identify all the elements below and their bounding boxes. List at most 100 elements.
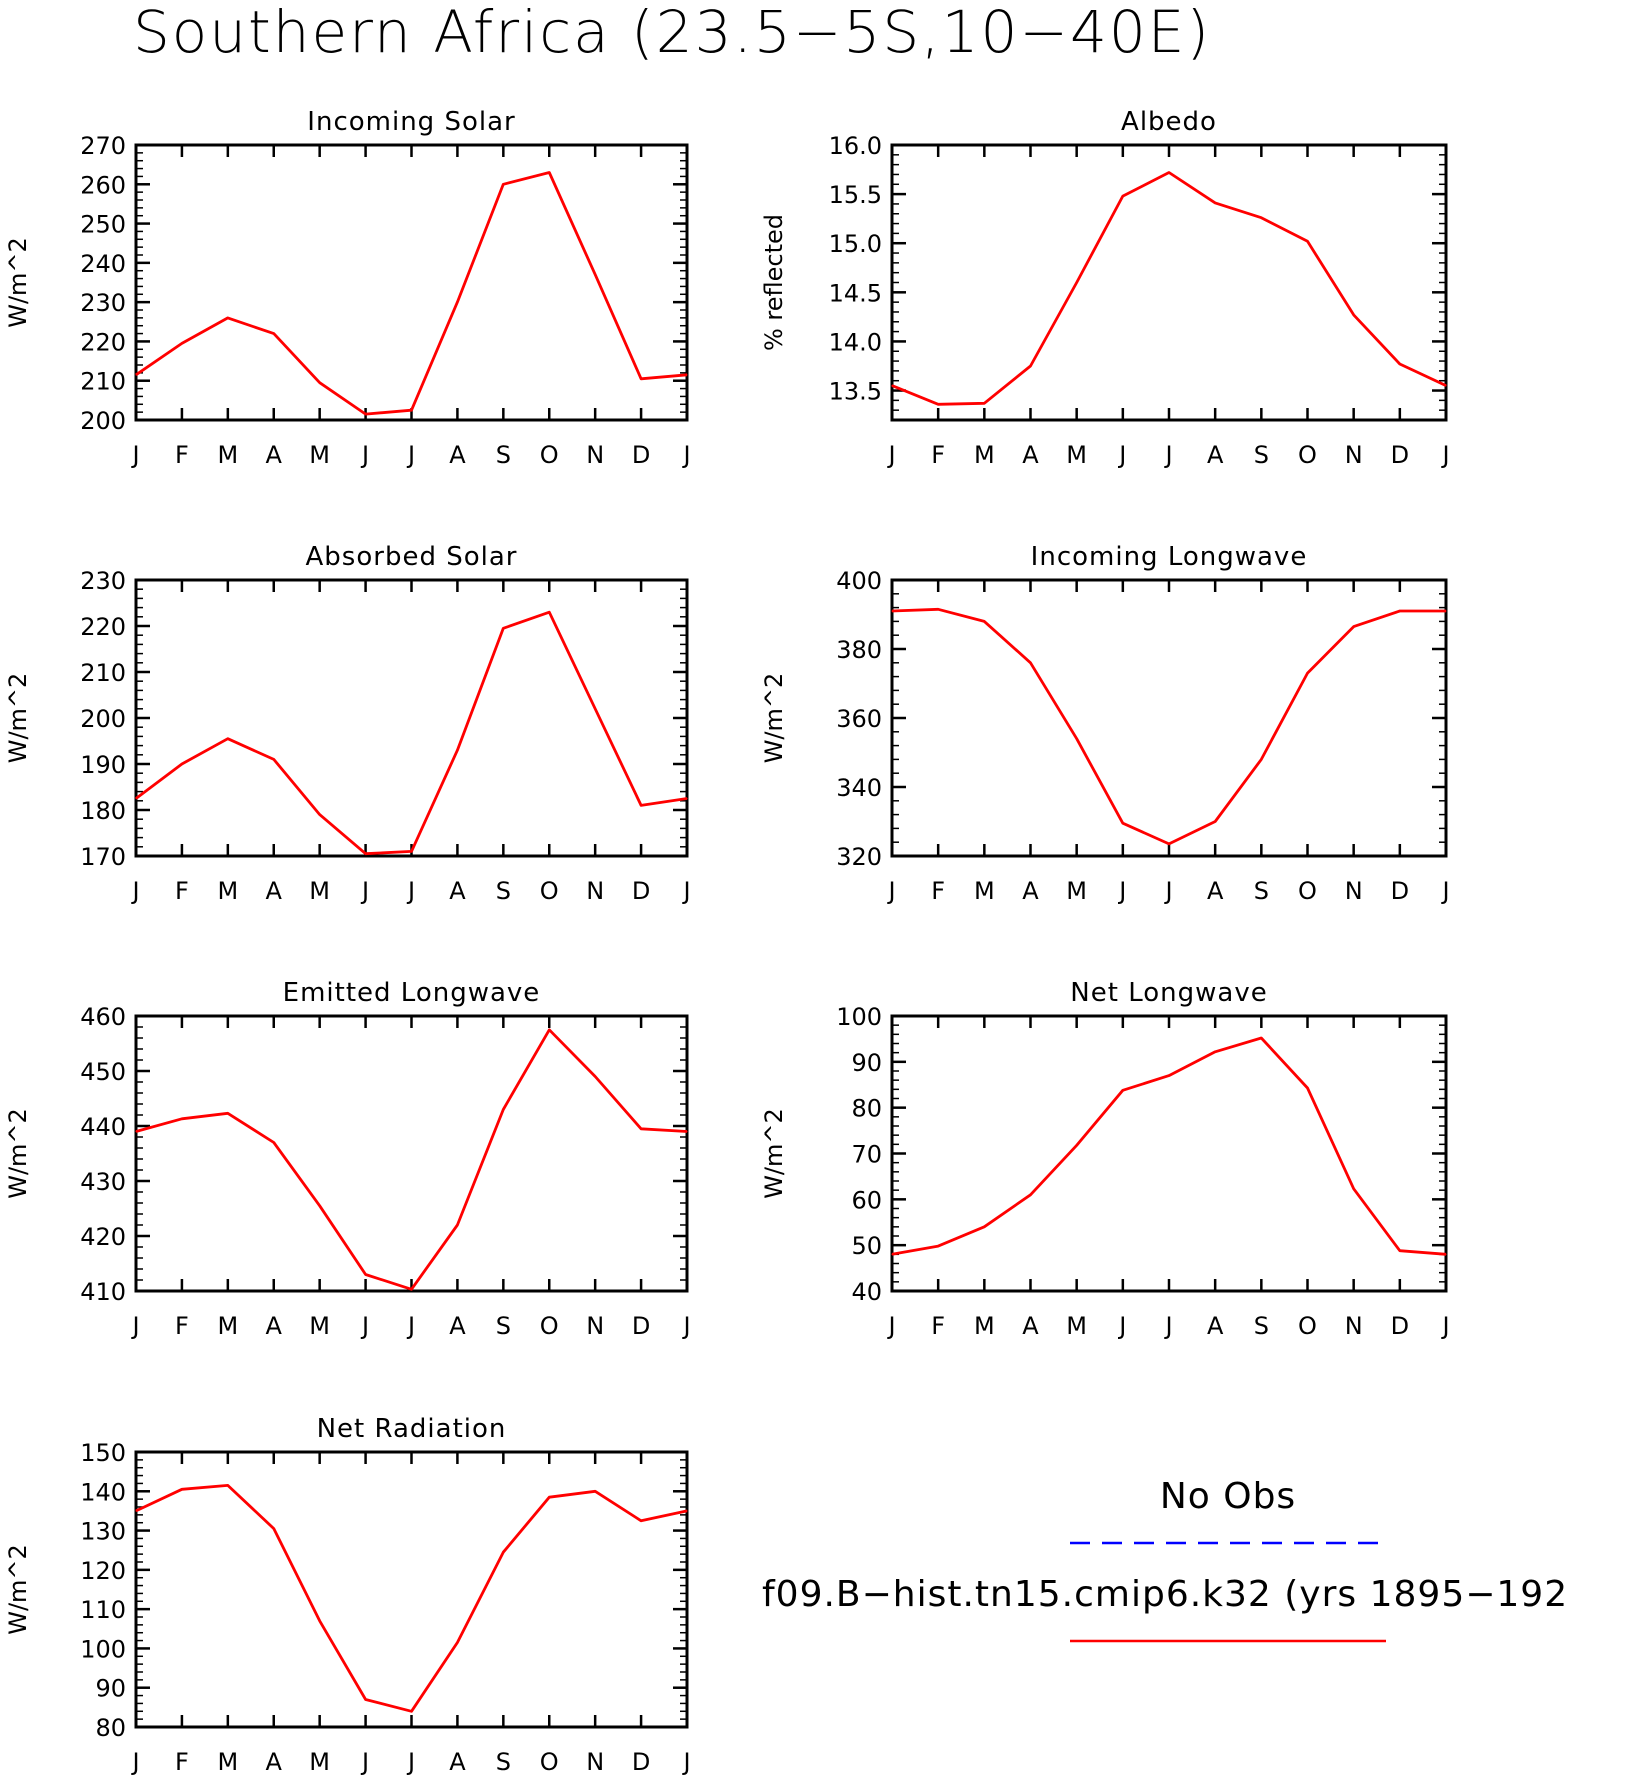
x-tick-label: J — [406, 1312, 415, 1340]
data-point — [502, 183, 504, 185]
data-point — [937, 403, 939, 405]
y-tick-label: 430 — [80, 1168, 126, 1196]
plot-frame — [134, 1014, 689, 1293]
data-point — [1445, 385, 1447, 387]
y-tick-label: 460 — [80, 1003, 126, 1031]
y-tick-label: 360 — [836, 705, 882, 733]
data-point — [181, 763, 183, 765]
x-tick-label: J — [406, 1748, 415, 1776]
data-point — [181, 342, 183, 344]
x-tick-label: A — [1207, 441, 1224, 469]
data-point — [640, 1128, 642, 1130]
y-tick-label: 240 — [80, 250, 126, 278]
x-tick-label: J — [1163, 1312, 1172, 1340]
y-axis-label: W/m^2 — [4, 237, 32, 328]
data-point — [227, 738, 229, 740]
x-tick-label: M — [309, 1312, 330, 1340]
y-tick-label: 210 — [80, 659, 126, 687]
x-tick-label: M — [217, 1312, 238, 1340]
x-tick-label: M — [217, 441, 238, 469]
x-tick-label: A — [266, 877, 283, 905]
data-point — [1306, 240, 1309, 242]
data-point — [1306, 672, 1309, 674]
x-tick-label: M — [309, 441, 330, 469]
y-tick-label: 210 — [80, 368, 126, 396]
x-tick-label: J — [681, 441, 690, 469]
x-tick-label: D — [1391, 1312, 1409, 1340]
y-tick-label: 320 — [836, 843, 882, 871]
data-point — [364, 853, 367, 855]
data-point — [1122, 195, 1124, 197]
data-point — [502, 627, 504, 629]
y-tick-label: 15.5 — [829, 181, 882, 209]
x-tick-label: N — [586, 877, 604, 905]
x-tick-label: O — [1298, 1312, 1317, 1340]
x-tick-label: A — [1207, 1312, 1224, 1340]
x-tick-label: O — [540, 877, 559, 905]
x-tick-label: A — [449, 1312, 466, 1340]
x-tick-label: J — [360, 1748, 369, 1776]
x-tick-label: S — [496, 1748, 511, 1776]
data-point — [273, 1141, 275, 1144]
y-tick-label: 220 — [80, 613, 126, 641]
x-tick-label: J — [886, 1312, 895, 1340]
x-tick-label: D — [632, 877, 650, 905]
x-tick-label: A — [449, 877, 466, 905]
y-tick-label: 80 — [851, 1095, 882, 1123]
data-point — [227, 1484, 229, 1486]
data-point — [364, 1273, 367, 1276]
panel-title: Absorbed Solar — [306, 542, 518, 572]
y-tick-label: 140 — [80, 1478, 126, 1506]
x-tick-label: S — [1254, 1312, 1269, 1340]
model-series-line — [891, 607, 1446, 846]
data-point — [891, 385, 893, 387]
y-tick-label: 60 — [851, 1186, 882, 1214]
data-point — [364, 1698, 367, 1701]
x-tick-label: M — [974, 877, 995, 905]
y-tick-label: 50 — [851, 1232, 882, 1260]
data-point — [273, 758, 275, 761]
data-point — [1353, 1188, 1355, 1190]
model-series-line — [135, 171, 688, 416]
x-tick-label: O — [1298, 441, 1317, 469]
x-tick-label: A — [449, 441, 466, 469]
y-tick-label: 180 — [80, 797, 126, 825]
y-tick-label: 110 — [80, 1596, 126, 1624]
data-point — [273, 332, 275, 335]
data-point — [1306, 1087, 1309, 1089]
data-point — [548, 1029, 550, 1031]
x-tick-label: J — [1440, 877, 1449, 905]
x-tick-label: O — [540, 1748, 559, 1776]
x-tick-label: F — [175, 1748, 189, 1776]
data-point — [1029, 365, 1032, 367]
model-series-line — [135, 1028, 688, 1291]
x-tick-label: M — [217, 877, 238, 905]
model-series-line — [135, 610, 688, 856]
x-tick-label: J — [681, 1312, 690, 1340]
x-tick-label: S — [496, 877, 511, 905]
y-tick-label: 440 — [80, 1113, 126, 1141]
data-point — [1076, 738, 1078, 740]
data-point — [319, 814, 321, 816]
figure-title: Southern Africa (23.5−5S,10−40E) — [133, 0, 1211, 66]
data-point — [1029, 662, 1032, 664]
data-point — [135, 1510, 137, 1512]
data-point — [227, 1112, 229, 1114]
x-tick-label: N — [586, 441, 604, 469]
data-point — [640, 804, 642, 807]
x-tick-label: J — [130, 1312, 139, 1340]
x-tick-label: S — [496, 1312, 511, 1340]
plot-frame — [890, 1014, 1448, 1293]
data-point — [227, 317, 229, 319]
x-tick-label: N — [586, 1748, 604, 1776]
data-point — [456, 301, 459, 303]
data-point — [135, 1130, 137, 1133]
data-point — [640, 378, 642, 380]
data-point — [410, 1288, 413, 1290]
data-point — [456, 1224, 459, 1226]
x-tick-label: D — [1391, 441, 1409, 469]
data-point — [502, 1551, 504, 1553]
x-tick-label: J — [681, 1748, 690, 1776]
data-point — [1353, 625, 1355, 628]
